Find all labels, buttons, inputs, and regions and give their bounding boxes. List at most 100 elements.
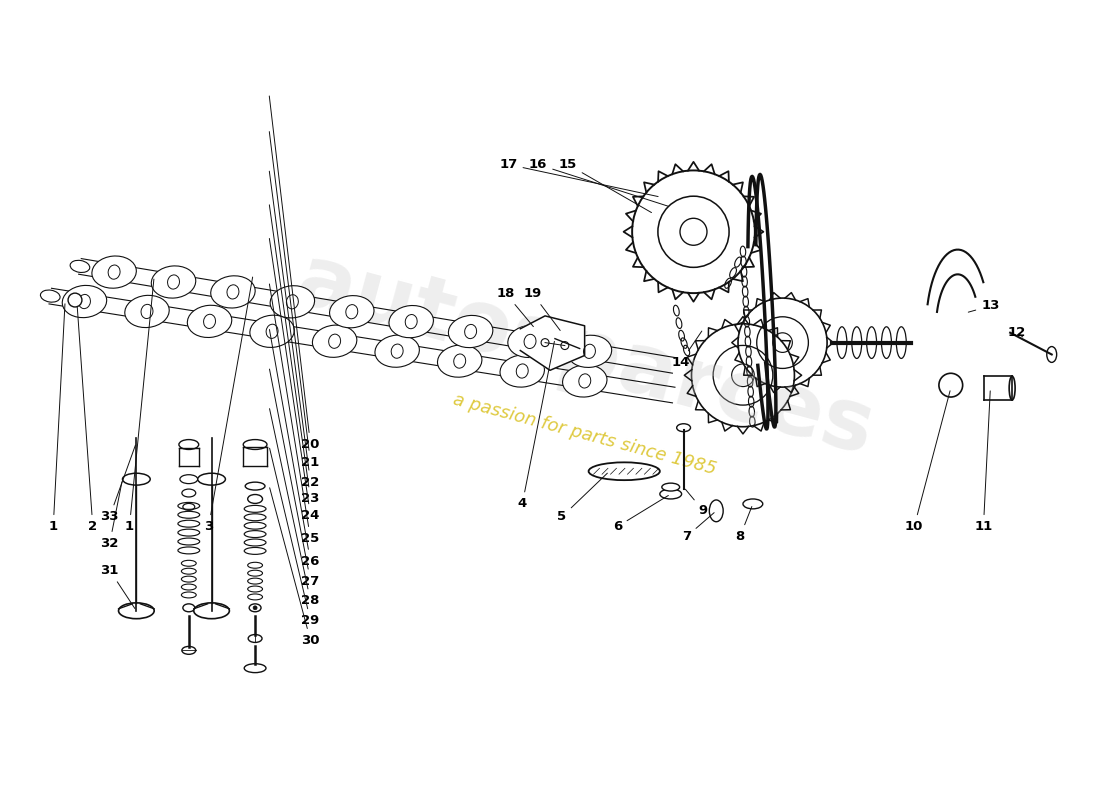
Text: 17: 17	[499, 158, 658, 197]
Ellipse shape	[266, 324, 278, 338]
Text: 19: 19	[524, 286, 560, 330]
Text: 27: 27	[270, 369, 320, 587]
Ellipse shape	[453, 354, 465, 368]
Circle shape	[253, 606, 257, 610]
Text: 14: 14	[671, 331, 702, 369]
Text: 6: 6	[613, 495, 669, 533]
Ellipse shape	[508, 326, 552, 358]
Ellipse shape	[108, 265, 120, 279]
Text: 18: 18	[496, 286, 534, 326]
Ellipse shape	[579, 374, 591, 388]
Text: 5: 5	[558, 473, 607, 523]
Text: 2: 2	[77, 306, 98, 533]
Ellipse shape	[182, 646, 196, 654]
Text: 16: 16	[529, 158, 668, 206]
Text: 1: 1	[48, 304, 65, 533]
Text: 1: 1	[125, 279, 154, 533]
Ellipse shape	[183, 604, 195, 612]
Ellipse shape	[562, 365, 607, 397]
Text: autosparces: autosparces	[287, 238, 882, 473]
Ellipse shape	[122, 474, 151, 485]
Text: 9: 9	[685, 490, 708, 518]
Text: 7: 7	[682, 513, 714, 543]
Ellipse shape	[329, 334, 341, 348]
Ellipse shape	[568, 335, 612, 367]
Text: 28: 28	[270, 409, 320, 607]
Ellipse shape	[312, 325, 356, 358]
Ellipse shape	[204, 314, 216, 329]
Ellipse shape	[227, 285, 239, 299]
Ellipse shape	[867, 326, 877, 358]
Text: 20: 20	[270, 96, 320, 451]
Polygon shape	[927, 250, 983, 312]
Text: 30: 30	[270, 488, 320, 647]
Ellipse shape	[63, 286, 107, 318]
Ellipse shape	[243, 439, 267, 450]
Ellipse shape	[405, 314, 417, 329]
Ellipse shape	[330, 296, 374, 328]
Ellipse shape	[248, 494, 263, 503]
Ellipse shape	[250, 604, 261, 612]
Ellipse shape	[896, 326, 906, 358]
Text: 10: 10	[905, 391, 950, 533]
Ellipse shape	[449, 315, 493, 348]
Ellipse shape	[375, 335, 419, 367]
Circle shape	[939, 374, 962, 397]
Ellipse shape	[249, 634, 262, 642]
Text: 3: 3	[204, 277, 253, 533]
Ellipse shape	[92, 256, 136, 288]
Text: 31: 31	[100, 564, 135, 609]
Text: 32: 32	[100, 482, 122, 550]
Ellipse shape	[244, 664, 266, 673]
Ellipse shape	[167, 275, 179, 289]
Ellipse shape	[286, 294, 298, 309]
Ellipse shape	[516, 364, 528, 378]
Ellipse shape	[662, 483, 680, 491]
Ellipse shape	[742, 499, 762, 509]
Text: 4: 4	[518, 342, 554, 510]
Ellipse shape	[78, 294, 90, 309]
Ellipse shape	[1047, 346, 1057, 362]
Ellipse shape	[124, 295, 169, 327]
Text: 15: 15	[559, 158, 651, 213]
Ellipse shape	[660, 489, 682, 499]
Text: 25: 25	[270, 284, 320, 545]
Ellipse shape	[119, 603, 154, 618]
Ellipse shape	[194, 603, 230, 618]
Ellipse shape	[250, 315, 295, 347]
Ellipse shape	[182, 489, 196, 497]
Ellipse shape	[179, 439, 199, 450]
Text: 29: 29	[270, 448, 320, 627]
Polygon shape	[520, 316, 584, 370]
Text: 12: 12	[1008, 326, 1026, 339]
Text: 26: 26	[270, 330, 320, 568]
Text: 22: 22	[270, 171, 320, 489]
Text: 13: 13	[968, 299, 1000, 313]
Ellipse shape	[500, 355, 544, 387]
Ellipse shape	[583, 344, 595, 358]
Ellipse shape	[438, 345, 482, 377]
Ellipse shape	[464, 325, 476, 338]
Ellipse shape	[676, 424, 691, 432]
Ellipse shape	[271, 286, 315, 318]
Ellipse shape	[392, 344, 403, 358]
Ellipse shape	[141, 304, 153, 318]
Ellipse shape	[245, 482, 265, 490]
Ellipse shape	[881, 326, 891, 358]
Text: 33: 33	[100, 445, 135, 523]
Ellipse shape	[1009, 376, 1015, 400]
Text: 24: 24	[270, 238, 320, 522]
Ellipse shape	[345, 305, 358, 319]
Ellipse shape	[211, 276, 255, 308]
Ellipse shape	[41, 290, 60, 302]
Text: 8: 8	[736, 506, 751, 543]
Text: a passion for parts since 1985: a passion for parts since 1985	[451, 390, 718, 478]
Ellipse shape	[180, 474, 198, 484]
Ellipse shape	[389, 306, 433, 338]
Circle shape	[68, 293, 81, 307]
Ellipse shape	[588, 462, 660, 480]
Ellipse shape	[70, 260, 90, 273]
Text: 21: 21	[270, 132, 320, 469]
Ellipse shape	[524, 334, 536, 349]
Ellipse shape	[837, 326, 847, 358]
